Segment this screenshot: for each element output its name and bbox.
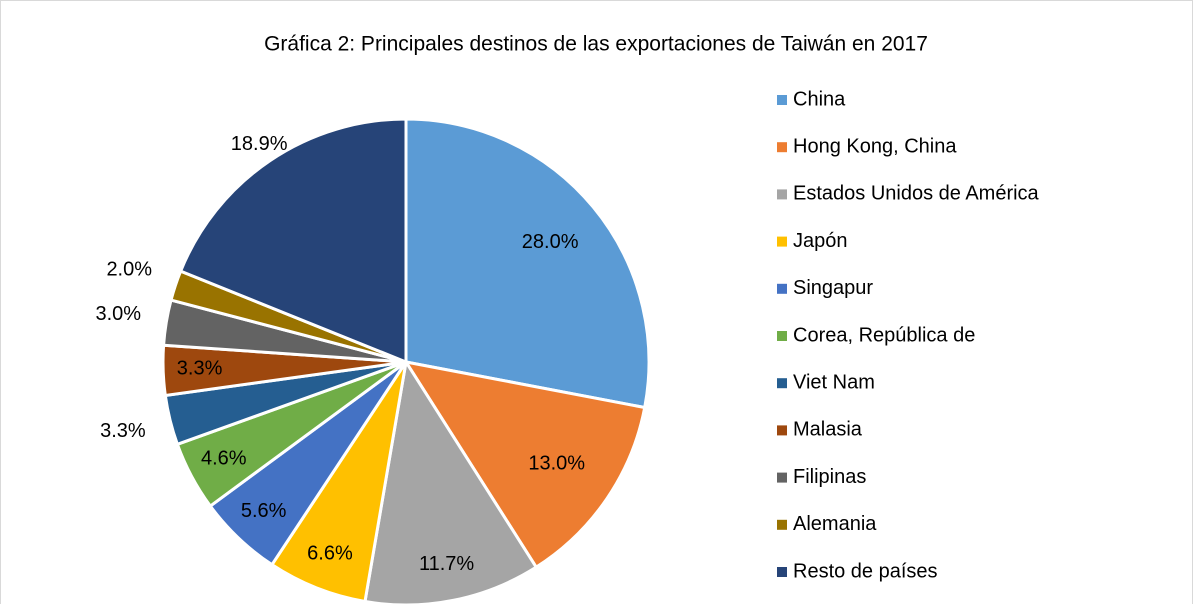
data-label: 18.9% [231, 133, 288, 155]
pie-slice [178, 117, 408, 365]
data-label: 5.6% [241, 500, 287, 522]
data-label: 3.3% [100, 420, 146, 442]
data-label: 3.0% [95, 303, 141, 325]
legend-label: Estados Unidos de América [793, 183, 1040, 205]
legend-swatch [777, 189, 787, 200]
data-label: 11.7% [419, 553, 474, 575]
legend-label: Malasia [793, 419, 863, 441]
legend-swatch [777, 425, 787, 436]
data-label: 4.6% [201, 448, 247, 470]
data-label: 6.6% [307, 542, 353, 564]
legend-label: Singapur [793, 277, 873, 299]
data-label: 28.0% [522, 231, 579, 253]
legend-label: Hong Kong, China [793, 135, 957, 157]
legend-swatch [777, 472, 787, 483]
legend-swatch [777, 519, 787, 530]
pie-slice [402, 359, 647, 570]
legend-swatch [777, 331, 787, 341]
chart-title: Gráfica 2: Principales destinos de las e… [264, 33, 928, 56]
data-label: 13.0% [528, 453, 585, 475]
legend-label: Corea, República de [793, 324, 975, 346]
legend-swatch [777, 378, 787, 389]
data-label: 2.0% [106, 258, 152, 280]
legend-label: Resto de países [793, 560, 938, 582]
legend-label: Filipinas [793, 466, 866, 488]
legend-label: Japón [793, 230, 848, 252]
legend-swatch [777, 95, 787, 105]
legend-label: China [793, 88, 846, 110]
legend-swatch [777, 142, 787, 153]
legend-swatch [777, 567, 787, 577]
data-label: 3.3% [177, 357, 223, 379]
pie-slice [404, 117, 651, 410]
legend-label: Viet Nam [793, 371, 875, 393]
legend-swatch [777, 236, 787, 247]
pie-slice [363, 357, 539, 604]
legend-label: Alemania [793, 513, 877, 535]
legend-swatch [777, 283, 787, 294]
